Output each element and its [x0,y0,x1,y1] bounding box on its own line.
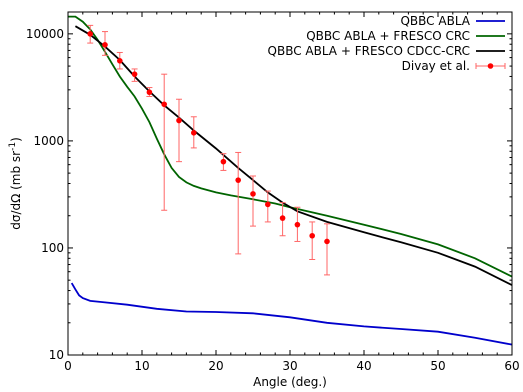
y-tick-label: 10 [49,348,64,362]
series-line-0 [70,282,512,346]
y-axis-label-base: dσ/dΩ (mb sr [9,151,23,230]
series-line-1 [68,15,512,278]
data-point [235,177,241,183]
data-point [146,89,153,96]
y-tick-label: 10000 [26,27,64,41]
data-point [250,191,256,197]
series-layer [68,15,512,346]
legend-marker [487,63,494,69]
data-point [191,130,197,136]
y-axis-label: dσ/dΩ (mb sr-1) [8,137,23,230]
y-tick-label: 100 [41,241,64,255]
y-tick-label: 1000 [33,134,64,148]
legend-label-1: QBBC ABLA + FRESCO CRC [306,29,470,43]
data-point [294,221,301,228]
y-axis-label-close: ) [9,137,23,142]
x-tick-label: 30 [282,359,297,373]
x-axis-label: Angle (deg.) [253,375,327,389]
data-point [265,201,271,208]
data-point [87,31,93,37]
data-point [117,58,123,64]
data-point [161,101,167,108]
x-tick-label: 60 [504,359,519,373]
x-tick-label: 40 [356,359,371,373]
legend-label-0: QBBC ABLA [400,14,470,28]
y-axis-label-superscript: -1 [8,142,18,151]
data-point [309,232,316,239]
x-tick-label: 10 [134,359,149,373]
legend-label-3: Divay et al. [402,59,470,73]
x-tick-label: 50 [430,359,445,373]
data-point [102,42,108,48]
x-tick-label: 20 [208,359,223,373]
data-point [131,71,138,77]
data-point [324,238,330,245]
data-point [176,117,182,124]
legend-label-2: QBBC ABLA + FRESCO CDCC-CRC [268,44,470,58]
data-point [220,158,227,165]
data-point [279,215,286,221]
x-tick-label: 0 [64,359,72,373]
